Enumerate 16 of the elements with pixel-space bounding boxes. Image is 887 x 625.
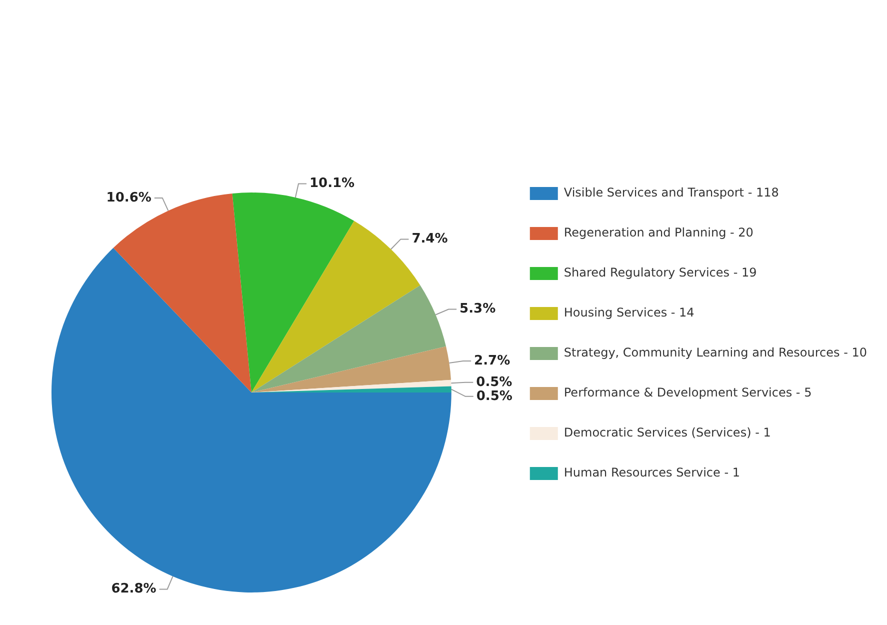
data-label: 62.8% [111, 582, 156, 597]
legend-label: Human Resources Service - 1 [564, 466, 740, 480]
legend-label: Visible Services and Transport - 118 [564, 186, 779, 200]
data-label: 7.4% [412, 232, 448, 247]
legend-label: Strategy, Community Learning and Resources - 10 [564, 346, 867, 360]
legend-label: Housing Services - 14 [564, 306, 694, 320]
legend-label: Performance & Development Services - 5 [564, 386, 812, 400]
legend-label: Democratic Services (Services) - 1 [564, 426, 771, 440]
data-label: 0.5% [476, 388, 512, 404]
data-label: 10.1% [309, 176, 355, 192]
data-label: 5.3% [460, 302, 496, 317]
legend-label: Regeneration and Planning - 20 [564, 226, 754, 240]
legend-label: Shared Regulatory Services - 19 [564, 266, 757, 280]
data-label: 0.5% [476, 374, 512, 390]
data-label: 2.7% [474, 353, 510, 368]
data-label: 10.6% [106, 190, 152, 206]
